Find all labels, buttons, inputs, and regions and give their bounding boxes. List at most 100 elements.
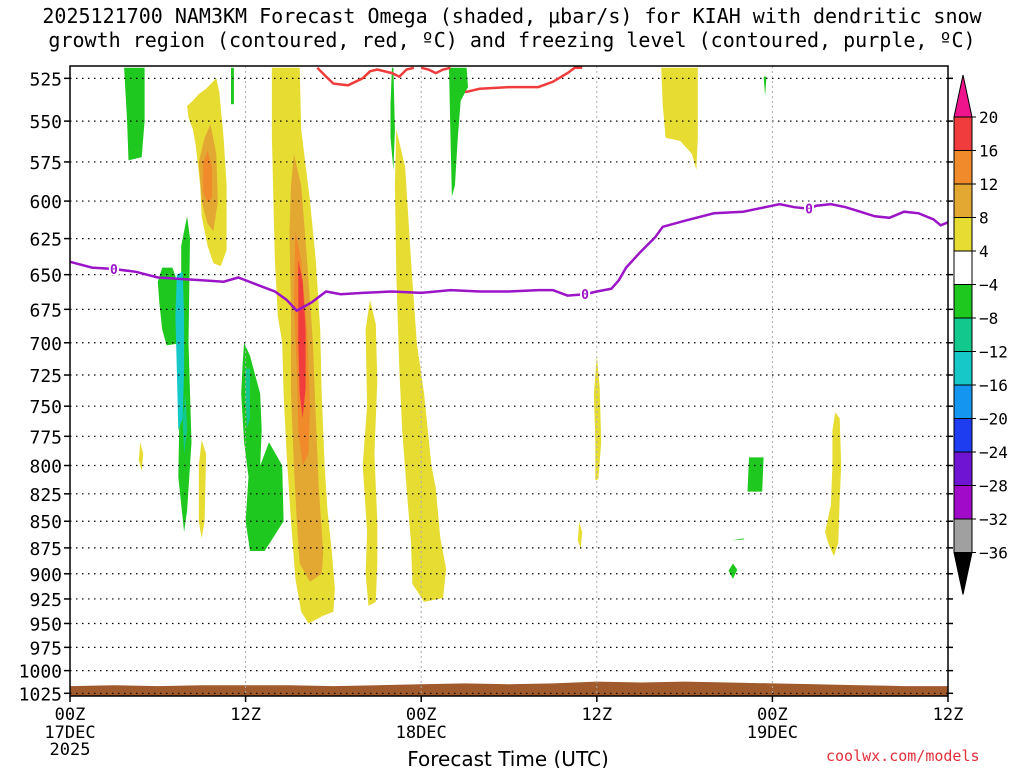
colorbar-band [953,116,973,151]
y-tick-label: 1025 [19,684,62,705]
colorbar-band [953,150,973,185]
y-tick-label: 825 [29,485,62,506]
colorbar-band [953,418,973,453]
colorbar-label: −24 [979,443,1008,462]
y-tick-label: 675 [29,300,62,321]
colorbar-band [953,284,973,319]
colorbar-band [953,183,973,218]
y-tick-label: 550 [29,112,62,133]
credit-text: coolwx.com/models [826,747,980,765]
colorbar-label: −4 [979,276,998,295]
grid-layer [70,66,948,696]
y-tick-label: 950 [29,614,62,635]
x-tick-label: 00Z [757,705,788,725]
x-tick-label: 00Z [55,705,86,725]
dgz-contour [316,66,415,87]
freezing-level-label: 0 [110,263,118,278]
colorbar-label: 8 [979,209,989,228]
colorbar-label: −32 [979,510,1008,529]
chart-title-line2: growth region (contoured, red, ºC) and f… [48,28,976,52]
omega-region [731,538,745,541]
surface-terrain [70,681,948,696]
colorbar-band [953,518,973,553]
y-tick-label: 875 [29,539,62,560]
y-tick-label: 600 [29,192,62,213]
colorbar-label: −12 [979,343,1008,362]
colorbar-top-arrow [953,74,973,118]
colorbar-label: −36 [979,544,1008,563]
colorbar-bottom-arrow [953,552,973,595]
colorbar-band [953,351,973,386]
x-tick-label: 12Z [230,705,261,725]
contour-label-bg [580,287,591,301]
omega-region [231,67,234,105]
omega-shading-layer [124,67,842,624]
omega-region [763,76,767,96]
y-tick-label: 925 [29,590,62,611]
omega-region [747,457,764,492]
dgz-contour [420,66,451,75]
y-tick-label: 850 [29,512,62,533]
y-tick-label: 900 [29,565,62,586]
contour-label-bg [803,201,814,215]
colorbar-band [953,217,973,252]
x-tick-date: 18DEC [396,723,447,743]
omega-region [124,67,145,161]
y-tick-label: 650 [29,266,62,287]
omega-region [198,439,207,539]
colorbar: 20 16 12 8 4 −4 −8 −12 −16 −20 −24 −28 −32 −36 [953,74,1008,595]
chart-title-line1: 2025121700 NAM3KM Forecast Omega (shaded… [42,4,982,28]
y-tick-label: 975 [29,638,62,659]
y-tick-label: 575 [29,153,62,174]
omega-region [203,150,212,203]
freezing-level-label: 0 [805,203,813,218]
colorbar-label: 4 [979,242,989,261]
y-tick-label: 625 [29,230,62,251]
y-tick-label: 525 [29,69,62,90]
y-tick-label: 775 [29,427,62,448]
omega-region [362,299,378,606]
omega-region [298,260,306,419]
x-tick-year: 2025 [50,740,91,760]
plot-frame [69,65,949,697]
x-tick-label: 12Z [581,705,612,725]
contour-layer: 0 0 0 [69,66,949,313]
omega-region [175,271,185,431]
colorbar-label: −8 [979,309,998,328]
x-tick-label: 12Z [933,705,964,725]
omega-region [728,563,738,579]
omega-region [661,67,698,170]
x-tick-label: 00Z [406,705,437,725]
omega-region [825,412,842,557]
y-tick-label: 725 [29,366,62,387]
y-tick-label: 750 [29,397,62,418]
colorbar-band [953,384,973,419]
colorbar-label: −16 [979,376,1008,395]
omega-region [577,522,583,549]
chart-title: 2025121700 NAM3KM Forecast Omega (shaded… [0,4,1024,52]
x-tick-date: 19DEC [747,723,798,743]
y-tick-label: 1000 [19,662,62,683]
surface-terrain-layer [70,681,948,696]
omega-region [449,67,468,197]
colorbar-band [953,250,973,285]
colorbar-band [953,451,973,486]
y-tick-label: 700 [29,334,62,355]
colorbar-label: 16 [979,142,998,161]
freezing-level-label: 0 [581,288,589,303]
colorbar-band [953,317,973,352]
omega-region [182,393,188,454]
axes-layer: 525 550 575 600 625 650 675 700 725 750 775 800 825 8… [19,65,964,760]
omega-region [394,129,447,602]
contour-label-bg [108,261,119,275]
omega-region [390,67,395,170]
omega-region [245,368,250,428]
omega-region [241,342,284,551]
colorbar-band [953,485,973,520]
x-tick-date: 17DEC [44,723,95,743]
x-axis-label: Forecast Time (UTC) [407,747,609,768]
omega-region [138,442,144,472]
colorbar-label: 12 [979,175,998,194]
colorbar-label: −20 [979,410,1008,429]
